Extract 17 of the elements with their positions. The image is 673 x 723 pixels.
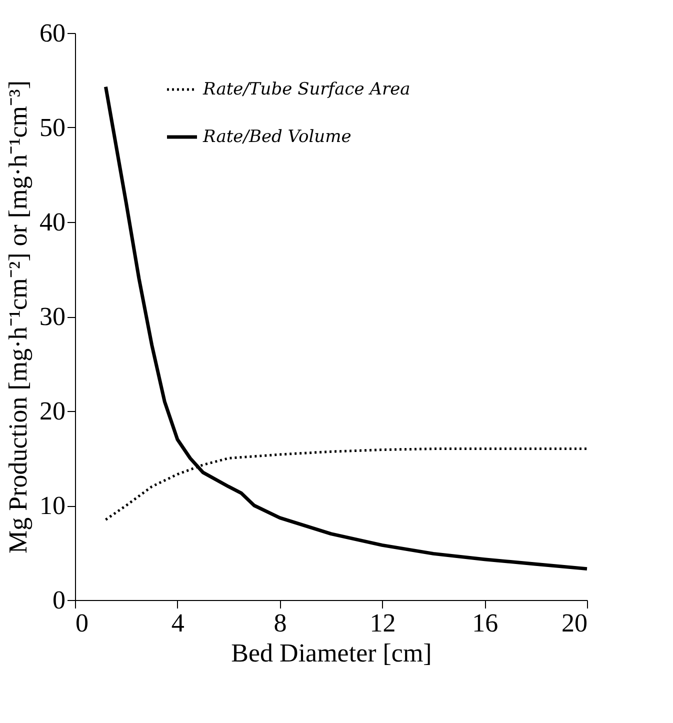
x-tick-label: 20 xyxy=(562,608,588,638)
y-tick-label: 20 xyxy=(40,396,66,426)
legend-label: Rate/Bed Volume xyxy=(202,127,352,147)
y-tick-label: 50 xyxy=(40,113,66,142)
y-tick-label: 0 xyxy=(52,586,66,614)
x-tick-label: 16 xyxy=(472,608,498,638)
y-tick-label: 10 xyxy=(40,491,66,520)
legend-label: Rate/Tube Surface Area xyxy=(202,80,410,100)
y-tick-label: 30 xyxy=(40,302,66,331)
x-tick-label: 4 xyxy=(171,608,184,638)
x-axis-title: Bed Diameter [cm] xyxy=(231,638,432,668)
y-tick-label: 40 xyxy=(40,208,66,236)
x-tick-label: 0 xyxy=(76,608,88,638)
x-tick-label: 12 xyxy=(370,608,396,638)
y-axis-title: Mg Production [mg·h⁻¹cm⁻²] or [mg·h⁻¹cm⁻³] xyxy=(4,80,32,554)
x-tick-label: 8 xyxy=(274,608,287,638)
y-tick-label: 60 xyxy=(40,18,66,48)
